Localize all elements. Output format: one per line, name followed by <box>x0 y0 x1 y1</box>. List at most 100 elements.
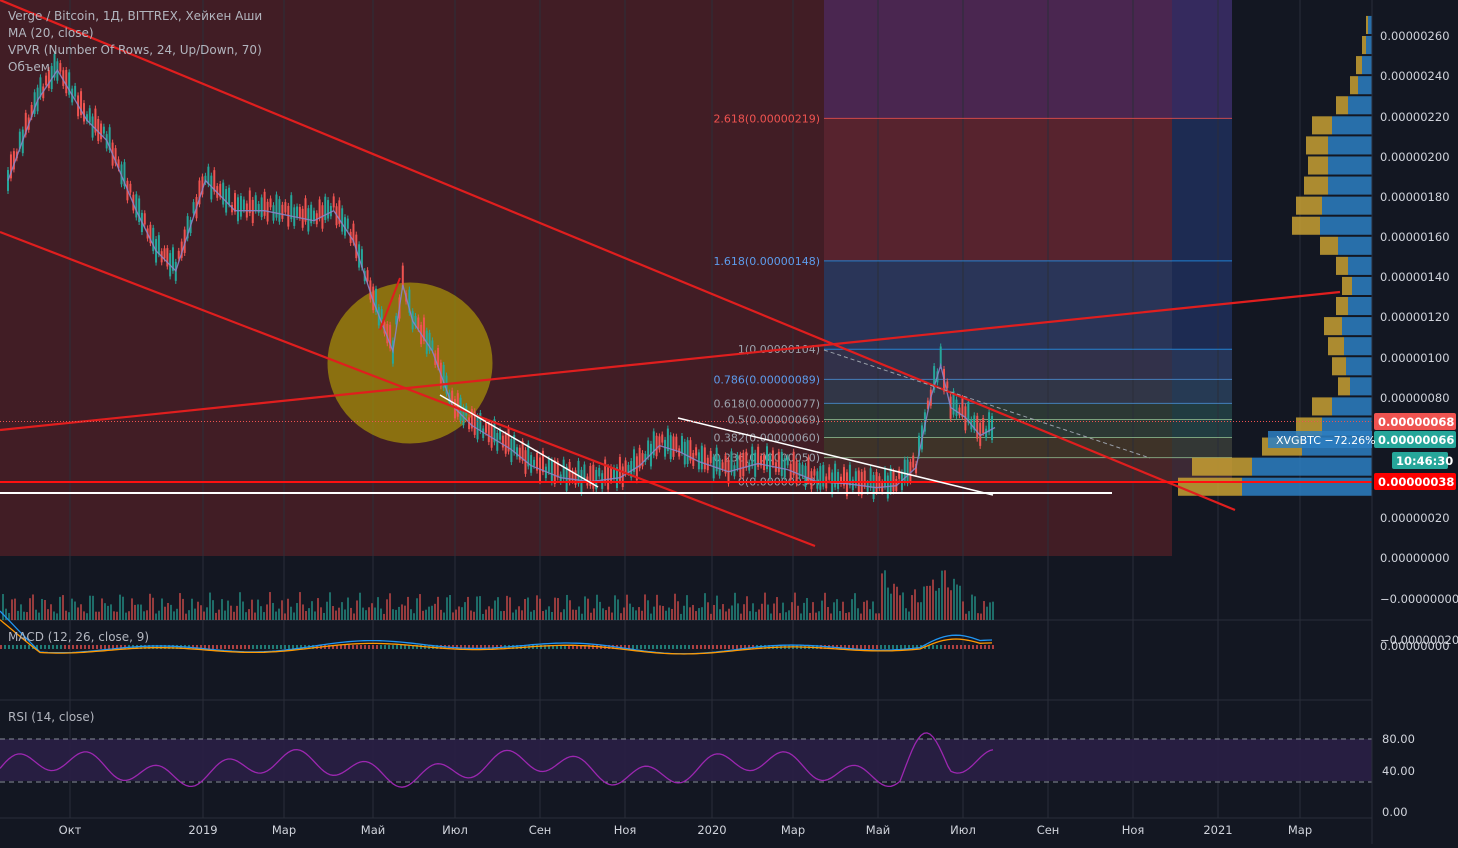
candle-body <box>355 234 358 259</box>
candle-body <box>988 412 991 433</box>
candle-body <box>898 469 901 479</box>
volume-bar <box>296 603 298 620</box>
candle-body <box>310 204 313 224</box>
macd-histogram-bar <box>460 645 462 649</box>
macd-histogram-bar <box>112 645 114 649</box>
volume-bar <box>797 605 799 620</box>
volume-bar <box>350 607 352 620</box>
x-axis-tick-label: 2020 <box>697 823 726 837</box>
macd-histogram-bar <box>864 645 866 649</box>
macd-histogram-bar <box>284 645 286 649</box>
candle-body <box>366 270 369 282</box>
candle-body <box>97 118 100 141</box>
macd-histogram-bar <box>900 645 902 649</box>
candle-body <box>771 450 774 466</box>
candle-body <box>53 53 56 78</box>
macd-histogram-bar <box>540 645 542 649</box>
candle-body <box>574 470 577 485</box>
volume-bar <box>143 611 145 620</box>
legend-ma[interactable]: MA (20, close) <box>8 26 94 40</box>
vpvr-bar-up <box>1348 256 1372 275</box>
candle-body <box>213 170 216 192</box>
candle-body <box>493 419 496 443</box>
macd-histogram-bar <box>420 645 422 649</box>
candle-body <box>375 288 378 312</box>
macd-histogram-bar <box>736 645 738 649</box>
volume-bar <box>251 599 253 620</box>
volume-bar <box>554 597 556 620</box>
volume-bar <box>98 611 100 620</box>
candle-body <box>275 194 278 218</box>
volume-bar <box>689 607 691 620</box>
legend-volume[interactable]: Объем <box>8 60 50 74</box>
candle-body <box>736 455 739 469</box>
rsi-pane-label[interactable]: RSI (14, close) <box>8 710 95 724</box>
volume-bar <box>452 612 454 620</box>
candle-body <box>703 447 706 470</box>
candle-body <box>251 199 254 224</box>
candle-body <box>831 472 834 495</box>
volume-bar <box>335 610 337 620</box>
macd-histogram-bar <box>272 645 274 649</box>
candle-body <box>234 193 237 212</box>
candle-body <box>810 471 813 490</box>
legend-symbol[interactable]: Verge / Bitcoin, 1Д, BITTREX, Хейкен Аши <box>8 9 263 23</box>
candle-body <box>324 196 327 220</box>
macd-histogram-bar <box>484 645 486 649</box>
volume-bar <box>833 602 835 620</box>
candle-body <box>933 366 936 390</box>
volume-bar <box>635 610 637 620</box>
macd-histogram-bar <box>712 645 714 649</box>
candle-body <box>672 436 675 457</box>
volume-bar <box>242 601 244 620</box>
candle-body <box>869 468 872 488</box>
macd-histogram-bar <box>16 645 18 649</box>
volume-bar <box>332 606 334 620</box>
legend-vpvr[interactable]: VPVR (Number Of Rows, 24, Up/Down, 70) <box>8 43 262 57</box>
vpvr-bar-down <box>1350 76 1358 95</box>
volume-bar <box>344 609 346 620</box>
candle-body <box>513 434 516 453</box>
volume-bar <box>938 588 940 620</box>
volume-bar <box>365 610 367 620</box>
vpvr-bar-up <box>1328 176 1372 195</box>
volume-bar <box>785 612 787 620</box>
macd-histogram-bar <box>872 645 874 649</box>
trendline-rising <box>0 290 1341 432</box>
macd-histogram-bar <box>292 645 294 649</box>
candle-body <box>915 463 918 474</box>
candle-body <box>589 465 592 486</box>
volume-bar <box>473 611 475 620</box>
vpvr-bar-down <box>1356 56 1362 75</box>
macd-pane-label[interactable]: MACD (12, 26, close, 9) <box>8 630 150 644</box>
candle-body <box>222 182 225 205</box>
volume-bar <box>911 595 913 620</box>
macd-histogram-bar <box>644 645 646 649</box>
candle-body <box>763 455 766 471</box>
volume-bar <box>518 606 520 620</box>
volume-bar <box>902 592 904 620</box>
volume-bar <box>824 592 826 620</box>
candle-body <box>152 227 155 252</box>
volume-bar <box>188 610 190 620</box>
volume-bar <box>320 607 322 620</box>
volume-bar <box>581 613 583 620</box>
fib-zone-2618 <box>824 118 1172 261</box>
macd-histogram-bar <box>96 645 98 649</box>
volume-bar <box>206 607 208 620</box>
volume-bar <box>179 593 181 620</box>
volume-bar <box>716 595 718 620</box>
candle-body <box>62 70 65 86</box>
volume-bar <box>608 606 610 620</box>
macd-histogram-bar <box>108 645 110 649</box>
volume-bar <box>308 608 310 620</box>
volume-bar <box>191 598 193 620</box>
y-axis-tick-label: 0.00000240 <box>1380 69 1450 83</box>
macd-histogram-bar <box>840 645 842 649</box>
candle-body <box>926 400 929 409</box>
volume-bar <box>44 600 46 620</box>
candle-body <box>395 315 398 325</box>
volume-bar <box>302 604 304 620</box>
